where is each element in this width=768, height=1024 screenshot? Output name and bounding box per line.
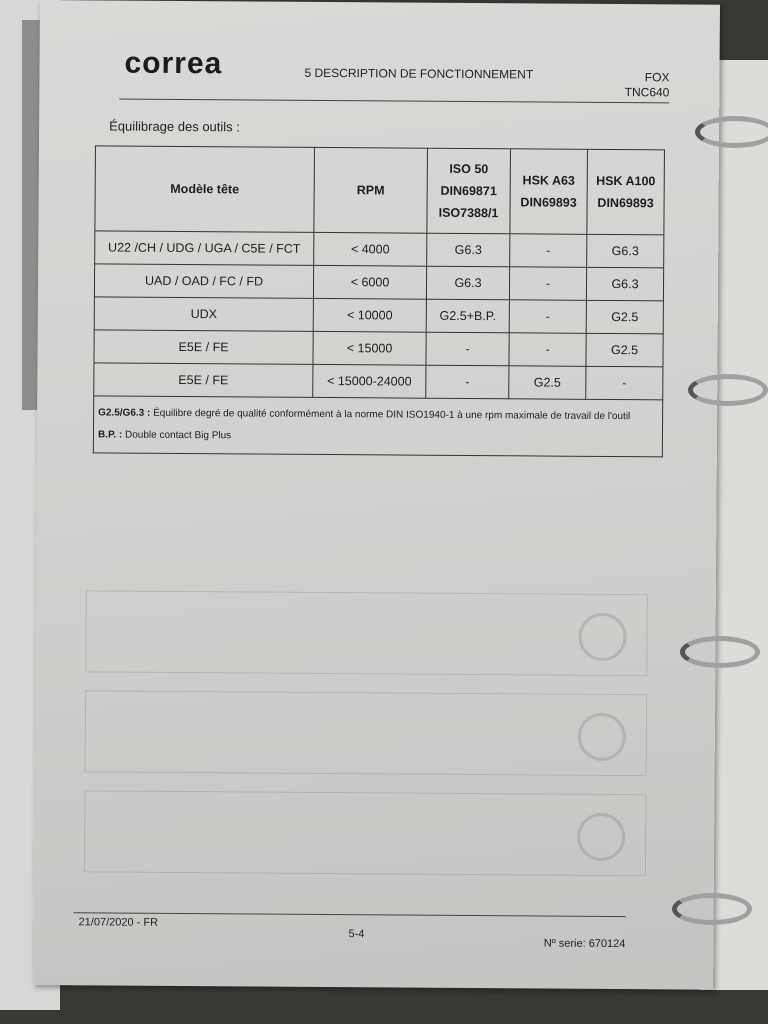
binder-ring (695, 116, 768, 148)
info-icon (578, 612, 627, 662)
col-header-hsk-a63: HSK A63 DIN69893 (509, 148, 588, 235)
balancing-table: Modèle tête RPM ISO 50 DIN69871 ISO7388/1 … (93, 145, 665, 457)
binder-ring (672, 893, 752, 925)
header-text: DIN69893 (597, 195, 654, 211)
document-page: correa 5 DESCRIPTION DE FONCTIONNEMENT F… (33, 0, 720, 990)
header-text: DIN69893 (520, 195, 577, 210)
section-title: 5 DESCRIPTION DE FONCTIONNEMENT (304, 65, 534, 82)
header-divider (119, 98, 670, 104)
cell: - (425, 365, 509, 399)
cell: UAD / OAD / FC / FD (94, 263, 314, 299)
cell: E5E / FE (93, 329, 314, 365)
cell: G6.3 (426, 233, 510, 267)
note-key: G2.5/G6.3 : (98, 407, 151, 419)
table-header-row: Modèle tête RPM ISO 50 DIN69871 ISO7388/1 … (94, 145, 665, 235)
cell: G2.5 (508, 365, 586, 400)
cell: G6.3 (586, 234, 664, 268)
correa-logo: correa (124, 46, 223, 81)
header-text: RPM (356, 183, 385, 198)
cell: < 6000 (313, 265, 427, 300)
show-through-box (83, 790, 647, 877)
binder-ring (688, 374, 768, 406)
note-text: Équilibre degré de qualité conformément … (150, 407, 631, 423)
subtitle: Équilibrage des outils : (109, 118, 240, 135)
cell: < 15000-24000 (312, 364, 426, 399)
table-row: U22 /CH / UDG / UGA / C5E / FCT < 4000 G6.… (94, 230, 664, 268)
col-header-model: Modèle tête (94, 145, 315, 233)
control-name: TNC640 (624, 85, 670, 100)
cell: - (508, 332, 587, 367)
col-header-iso50: ISO 50 DIN69871 ISO7388/1 (426, 148, 511, 234)
info-icon (577, 712, 627, 762)
header-text: ISO7388/1 (438, 205, 499, 221)
cell: G2.5 (586, 300, 664, 334)
cell: UDX (94, 296, 314, 332)
note-big-plus: B.P. : Double contact Big Plus (98, 424, 658, 450)
info-icon (577, 812, 626, 862)
cell: < 15000 (312, 331, 427, 366)
cell: - (509, 299, 587, 334)
cell: G6.3 (426, 266, 510, 300)
cell: U22 /CH / UDG / UGA / C5E / FCT (94, 230, 314, 266)
binder-ring (680, 636, 760, 668)
cell: - (509, 266, 587, 301)
cell: G2.5+B.P. (426, 299, 510, 333)
cell: < 4000 (313, 232, 427, 267)
page-number: 5-4 (348, 928, 365, 941)
header-text: DIN69871 (440, 183, 497, 199)
cell: - (509, 233, 587, 268)
cell: < 10000 (313, 298, 427, 333)
table-row: E5E / FE < 15000-24000- G2.5- (93, 362, 663, 400)
header-text: HSK A100 (596, 173, 656, 189)
cell: G6.3 (586, 267, 664, 301)
cell: - (425, 332, 510, 366)
show-through-box (85, 590, 648, 677)
show-through-box (84, 690, 648, 777)
col-header-hsk-a100: HSK A100 DIN69893 (586, 149, 665, 235)
table-row: UAD / OAD / FC / FD < 6000 G6.3- G6.3 (94, 263, 664, 301)
table-notes: G2.5/G6.3 : Équilibre degré de qualité c… (93, 395, 663, 457)
header-text: Modèle tête (170, 181, 240, 197)
col-header-rpm: RPM (313, 147, 428, 234)
table-notes-row: G2.5/G6.3 : Équilibre degré de qualité c… (93, 395, 663, 457)
note-key: B.P. : (97, 429, 123, 441)
header-text: HSK A63 (522, 173, 575, 188)
note-text: Double contact Big Plus (122, 429, 232, 442)
footer-date: 21/07/2020 - FR (78, 916, 159, 929)
header-text: ISO 50 (449, 161, 489, 177)
model-name: FOX (644, 70, 670, 85)
model-info: FOX TNC640 (599, 70, 670, 100)
table-row: UDX < 10000 G2.5+B.P. - G2.5 (94, 296, 664, 334)
cell: - (585, 366, 663, 400)
cell: E5E / FE (93, 362, 313, 398)
table-row: E5E / FE < 15000- - G2.5 (93, 329, 664, 367)
serial-number: Nº serie: 670124 (543, 937, 626, 951)
cell: G2.5 (585, 333, 664, 367)
